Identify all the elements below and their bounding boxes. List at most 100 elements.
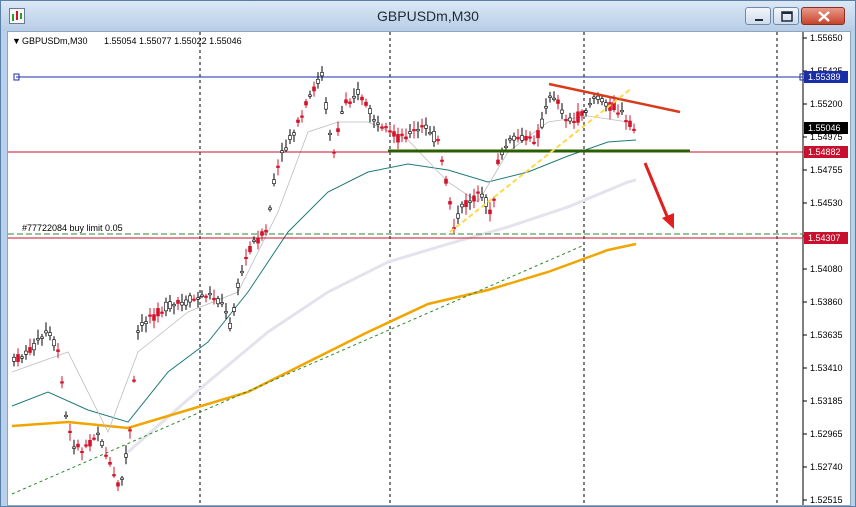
candle-body	[84, 444, 88, 447]
down-arrow-head	[662, 213, 674, 229]
price-tick-label: 1.53410	[810, 363, 843, 373]
price-tick-label: 1.53860	[810, 297, 843, 307]
candle-body	[72, 446, 76, 449]
candle-body	[432, 131, 436, 143]
candle-body	[244, 256, 248, 260]
candle-body	[492, 198, 496, 201]
candle-body	[404, 136, 408, 140]
candle-body	[416, 129, 420, 132]
price-badge-label: 1.54307	[808, 233, 841, 243]
candle-body	[400, 133, 404, 136]
candle-body	[136, 330, 140, 333]
candle-body	[192, 298, 196, 301]
candle-body	[424, 124, 428, 129]
candle-body	[388, 130, 392, 133]
candle-body	[408, 131, 412, 135]
candle-body	[88, 439, 92, 447]
candle-body	[368, 108, 372, 114]
candle-body	[472, 195, 476, 202]
candle-body	[392, 131, 396, 137]
maximize-button[interactable]	[773, 7, 799, 25]
candlestick-chart[interactable]: 1.556501.554251.552001.549751.547551.545…	[8, 32, 850, 505]
candle-body	[124, 453, 128, 458]
collapse-triangle-icon[interactable]: ▼	[12, 36, 21, 46]
period-separators	[199, 32, 778, 505]
candle-body	[200, 294, 204, 297]
candle-body	[536, 130, 540, 139]
candle-body	[196, 297, 200, 300]
candle-body	[532, 141, 536, 144]
candle-body	[344, 99, 348, 104]
candle-body	[160, 311, 164, 314]
falling-trendline	[548, 82, 681, 114]
ohlc-values: 1.55054 1.55077 1.55022 1.55046	[104, 36, 242, 46]
candle-body	[36, 338, 40, 341]
price-badge	[804, 232, 848, 244]
candle-body	[308, 94, 312, 97]
candle-body	[12, 357, 16, 362]
close-button[interactable]	[801, 7, 845, 25]
price-tick-label: 1.54755	[810, 165, 843, 175]
price-tick-label: 1.52515	[810, 495, 843, 505]
candle-body	[168, 301, 172, 310]
candle-body	[216, 298, 220, 305]
candle-body	[300, 115, 304, 118]
candle-body	[268, 207, 272, 210]
candle-body	[316, 79, 320, 84]
candle-body	[104, 454, 108, 457]
candle-body	[60, 381, 64, 384]
candle-body	[184, 299, 188, 306]
chart-icon	[9, 8, 25, 24]
candle-body	[256, 238, 260, 244]
candle-body	[280, 150, 284, 154]
candle-body	[512, 135, 516, 141]
ma-fast-line	[11, 139, 637, 423]
price-chart[interactable]: 1.556501.554251.552001.549751.547551.545…	[7, 31, 851, 506]
price-badge	[804, 122, 848, 134]
price-tick-label: 1.52965	[810, 429, 843, 439]
title-bar[interactable]: GBPUSDm,M30	[1, 1, 855, 31]
candle-body	[588, 103, 592, 106]
minimize-button[interactable]	[745, 7, 771, 25]
candle-body	[132, 379, 136, 382]
candle-body	[616, 112, 620, 115]
price-tick-label: 1.54530	[810, 198, 843, 208]
candle-body	[624, 120, 628, 123]
price-badge-label: 1.55389	[808, 72, 841, 82]
candle-body	[560, 109, 564, 114]
candle-body	[172, 304, 176, 307]
candle-body	[460, 203, 464, 208]
candle-body	[296, 119, 300, 123]
candle-body	[516, 136, 520, 140]
candle-body	[504, 145, 508, 149]
candle-body	[128, 429, 132, 432]
candle-body	[76, 443, 80, 448]
candle-body	[304, 101, 308, 106]
candle-body	[336, 128, 340, 132]
candle-body	[352, 96, 356, 99]
candle-body	[556, 99, 560, 104]
maximize-icon	[781, 11, 793, 22]
candle-body	[548, 95, 552, 98]
candle-body	[544, 106, 548, 109]
candle-body	[628, 120, 632, 127]
rising-trendline	[449, 87, 633, 233]
candle-body	[116, 482, 120, 487]
candle-body	[100, 441, 104, 446]
candle-body	[592, 96, 596, 99]
candle-body	[188, 295, 192, 303]
price-tick-label: 1.55200	[810, 99, 843, 109]
candle-body	[64, 414, 68, 418]
candle-body	[68, 430, 72, 434]
candle-body	[108, 461, 112, 465]
candle-body	[236, 282, 240, 288]
candle-body	[440, 159, 444, 162]
candle-body	[92, 437, 96, 440]
line-handle-left[interactable]	[13, 73, 20, 81]
price-badges: 1.55389 1.55046 1.54882 1.54307	[804, 71, 848, 244]
candle-body	[572, 120, 576, 123]
candle-body	[328, 132, 332, 136]
candle-body	[152, 314, 156, 321]
ma-slow-line	[11, 242, 637, 430]
